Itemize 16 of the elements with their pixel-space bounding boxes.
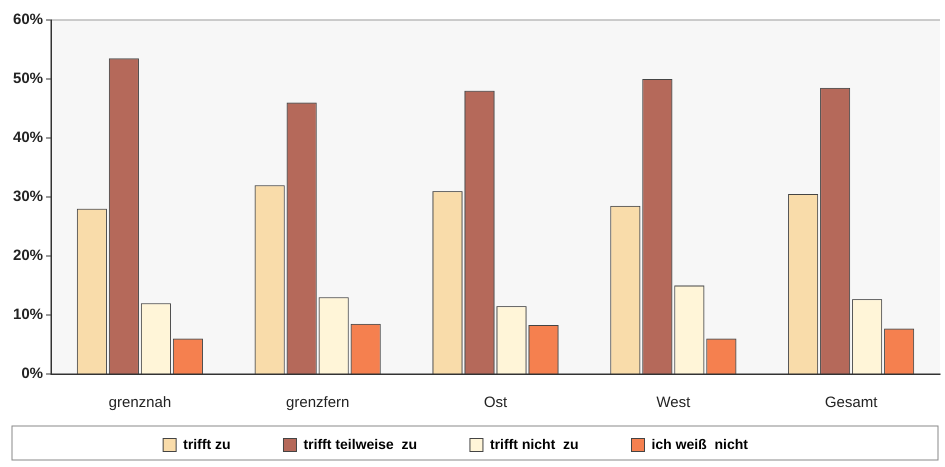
legend-label: trifft nicht zu xyxy=(490,436,618,452)
y-tick-label: 30% xyxy=(12,188,44,206)
y-tick-label: 50% xyxy=(12,70,44,88)
x-tick-label: Gesamt xyxy=(824,394,878,412)
y-tick-label: 10% xyxy=(12,306,44,324)
y-tick-label: 60% xyxy=(12,11,44,28)
x-tick-label: West xyxy=(656,394,692,412)
legend-label: ich weiß nicht xyxy=(651,436,787,452)
x-tick-label: Ost xyxy=(484,394,508,412)
y-tick-label: 20% xyxy=(12,247,44,264)
y-tick-label: 40% xyxy=(12,129,44,146)
legend-label: trifft teilweise zu xyxy=(303,436,456,452)
legend-label: trifft zu xyxy=(183,436,270,452)
x-tick-label: grenznah xyxy=(108,394,172,412)
x-tick-label: grenzfern xyxy=(286,394,350,412)
y-tick-label: 0% xyxy=(21,365,44,382)
